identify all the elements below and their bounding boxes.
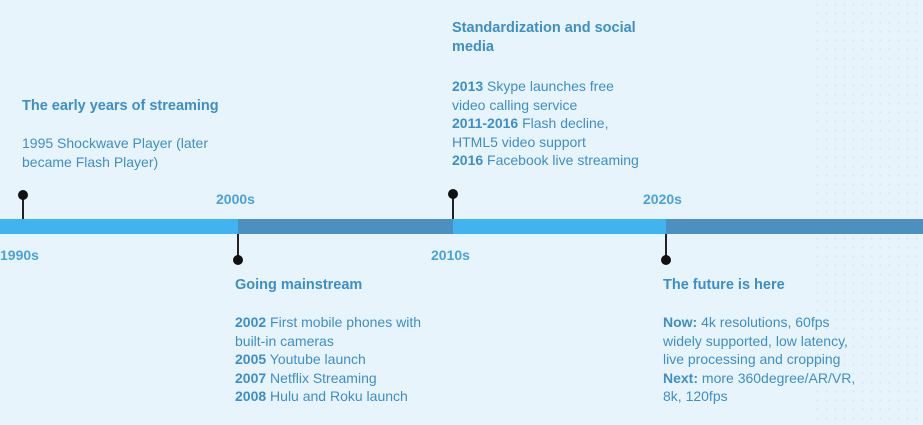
dot-pattern-decoration bbox=[813, 0, 923, 425]
event-line: built-in cameras bbox=[235, 332, 334, 349]
event-line: 1995 Shockwave Player (later bbox=[22, 135, 208, 151]
event-block-future: The future is here Now: 4k resolutions, … bbox=[663, 276, 908, 406]
event-line: video calling service bbox=[452, 96, 578, 113]
decade-label-2010s: 2010s bbox=[431, 247, 470, 263]
event-stem-2 bbox=[237, 234, 239, 259]
timeline-segment-2020s bbox=[666, 219, 923, 234]
event-block-standardization: Standardization and social media 2013 Sk… bbox=[452, 19, 692, 170]
decade-label-1990s: 1990s bbox=[0, 247, 39, 263]
event-block-early-years: The early years of streaming 1995 Shockw… bbox=[22, 97, 252, 171]
event-line: 2016 Facebook live streaming bbox=[452, 152, 639, 168]
event-title-line: media bbox=[452, 39, 494, 55]
event-line: Next: more 360degree/AR/VR, bbox=[663, 369, 856, 386]
timeline-segment-1990s bbox=[0, 219, 238, 234]
event-stem-1 bbox=[22, 195, 24, 219]
event-body: 2002 First mobile phones with built-in c… bbox=[235, 313, 475, 406]
event-line: widely supported, low latency, bbox=[663, 332, 848, 349]
event-line: 2007 Netflix Streaming bbox=[235, 369, 377, 386]
event-title: The future is here bbox=[663, 277, 785, 293]
event-title-line: Standardization and social bbox=[452, 20, 636, 36]
event-line: 8k, 120fps bbox=[663, 388, 728, 404]
event-title: Standardization and social media bbox=[452, 19, 692, 57]
event-line: 2011-2016 Flash decline, bbox=[452, 115, 609, 131]
event-stem-3 bbox=[452, 195, 454, 219]
event-body: 2013 Skype launches free video calling s… bbox=[452, 77, 692, 170]
decade-label-2020s: 2020s bbox=[643, 191, 682, 207]
event-line: 2008 Hulu and Roku launch bbox=[235, 388, 408, 404]
event-dot-3 bbox=[448, 189, 458, 199]
event-line: became Flash Player) bbox=[22, 153, 159, 170]
timeline-segment-2010s bbox=[453, 219, 666, 234]
event-line: 2002 First mobile phones with bbox=[235, 314, 421, 330]
event-dot-2 bbox=[233, 255, 243, 265]
event-line: 2005 Youtube launch bbox=[235, 351, 366, 367]
event-line: live processing and cropping bbox=[663, 351, 841, 367]
timeline-segment-2000s bbox=[238, 219, 453, 234]
event-block-going-mainstream: Going mainstream 2002 First mobile phone… bbox=[235, 276, 475, 406]
event-stem-4 bbox=[665, 234, 667, 259]
event-dot-4 bbox=[661, 255, 671, 265]
event-dot-1 bbox=[18, 190, 28, 200]
decade-label-2000s: 2000s bbox=[216, 191, 255, 207]
event-title: The early years of streaming bbox=[22, 98, 219, 114]
event-line: HTML5 video support bbox=[452, 133, 586, 150]
event-body: Now: 4k resolutions, 60fps widely suppor… bbox=[663, 313, 908, 406]
event-body: 1995 Shockwave Player (later became Flas… bbox=[22, 134, 252, 171]
event-title: Going mainstream bbox=[235, 277, 363, 293]
event-line: 2013 Skype launches free bbox=[452, 78, 614, 94]
event-line: Now: 4k resolutions, 60fps bbox=[663, 314, 830, 330]
